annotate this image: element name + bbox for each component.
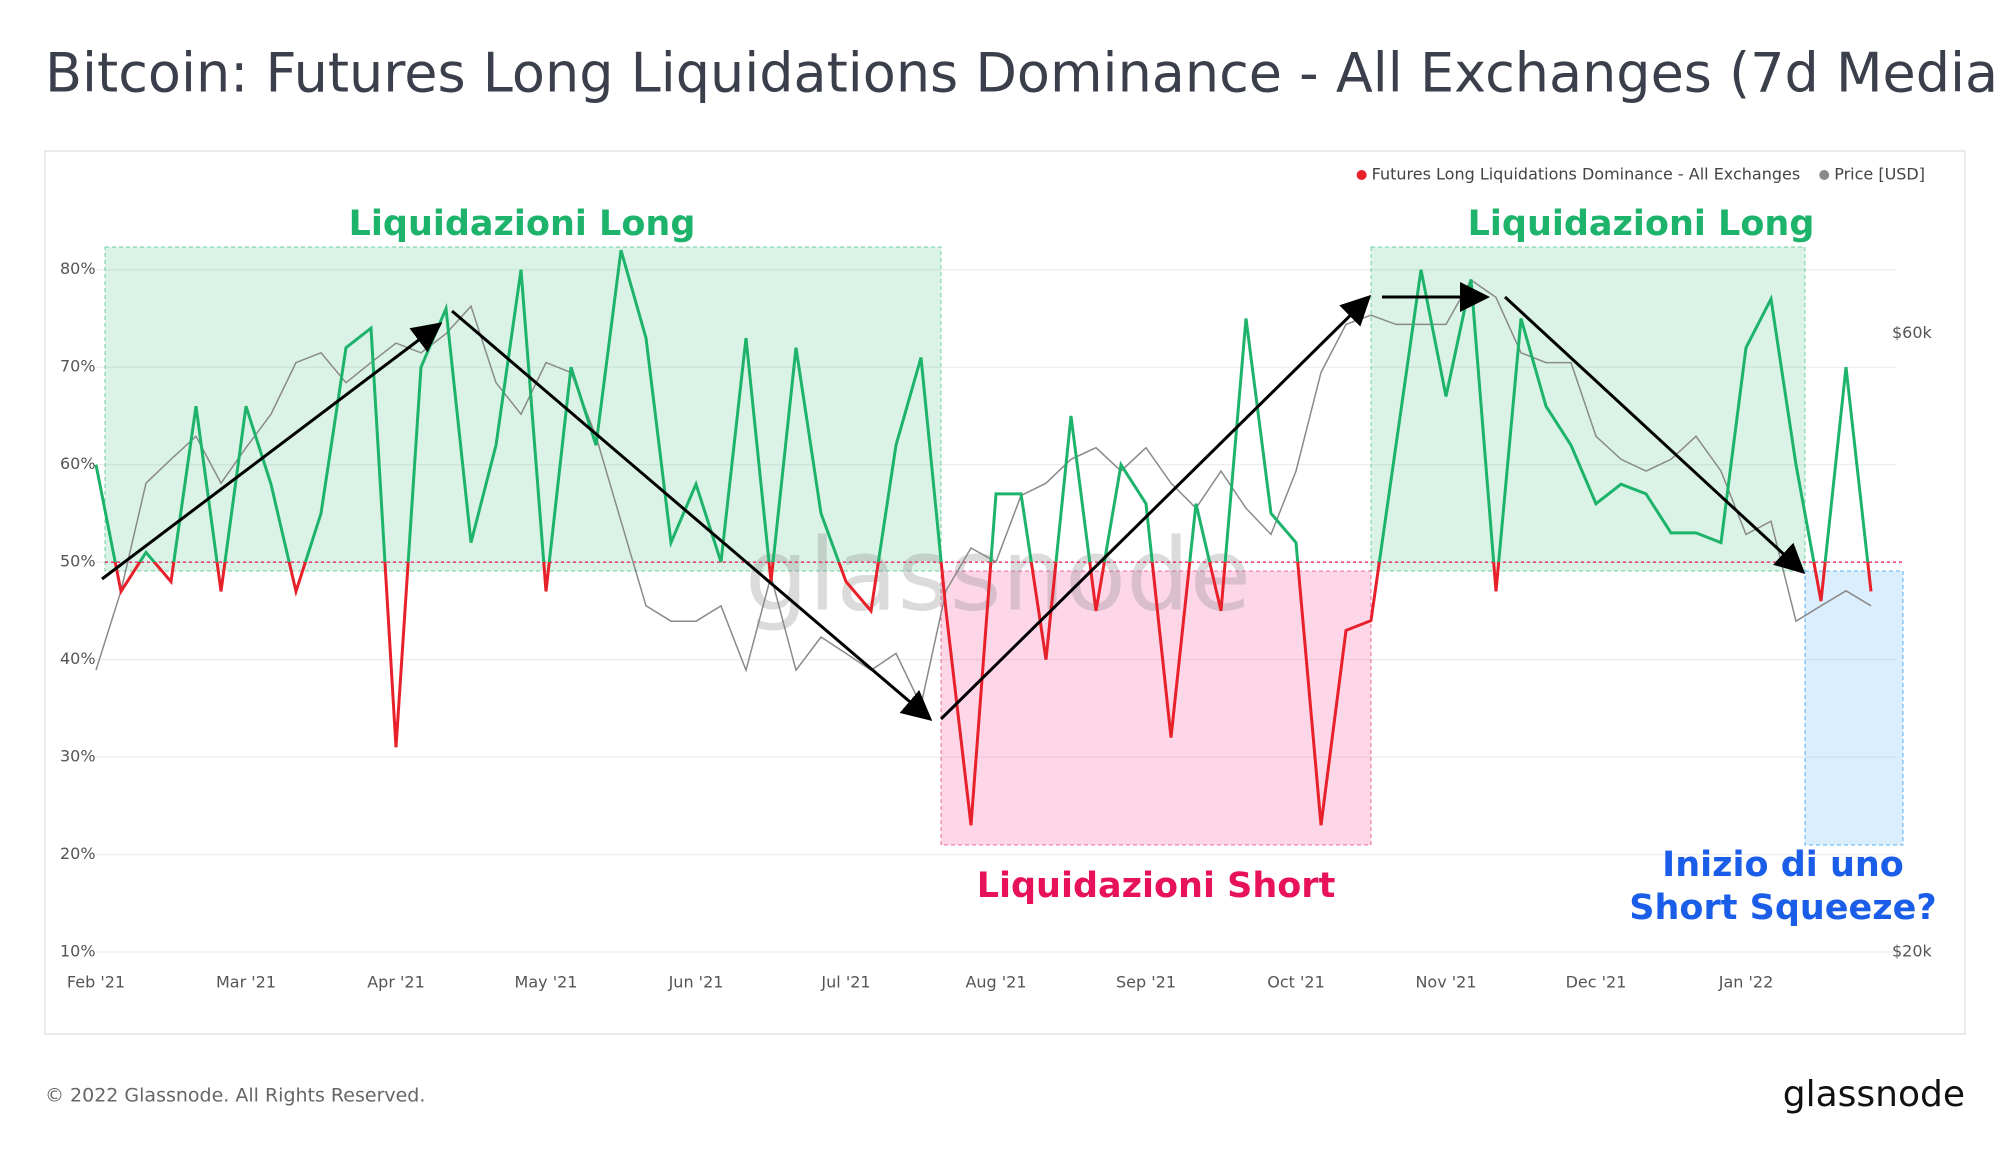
y-tick-label: 30% <box>60 747 96 766</box>
y-tick-label: 20% <box>60 844 96 863</box>
legend-marker <box>1819 170 1830 180</box>
x-tick-label: Mar '21 <box>216 973 276 992</box>
chart-frame <box>44 150 1966 1035</box>
x-tick-label: Dec '21 <box>1566 973 1627 992</box>
x-tick-label: Apr '21 <box>367 973 425 992</box>
x-tick-label: May '21 <box>515 973 578 992</box>
arrow <box>101 322 443 581</box>
x-tick-label: Nov '21 <box>1415 973 1476 992</box>
arrow <box>939 294 1372 721</box>
arrow <box>451 309 933 721</box>
y-tick-label: 10% <box>60 942 96 961</box>
annotation: Liquidazioni Long <box>349 204 696 244</box>
y2-tick-label: $20k <box>1892 942 1933 961</box>
y-tick-label: 60% <box>60 454 96 473</box>
legend-marker <box>1356 170 1367 180</box>
series-line-above <box>94 249 1870 563</box>
annotation: Liquidazioni Short <box>977 866 1336 906</box>
arrow <box>1503 295 1806 575</box>
annotation: Short Squeeze? <box>1629 888 1936 928</box>
logo: glassnode <box>1783 1074 1965 1115</box>
x-tick-label: Sep '21 <box>1116 973 1176 992</box>
long-zone <box>1370 246 1806 572</box>
series-line-below <box>113 562 1873 826</box>
short-zone <box>940 570 1372 846</box>
series-line <box>95 278 1872 708</box>
watermark: glassnode <box>745 516 1251 633</box>
x-tick-label: Oct '21 <box>1267 973 1325 992</box>
x-tick-label: Jul '21 <box>820 973 870 992</box>
copyright: © 2022 Glassnode. All Rights Reserved. <box>45 1085 425 1107</box>
x-tick-label: Jun '21 <box>668 973 724 992</box>
y-tick-label: 80% <box>60 259 96 278</box>
legend-label: Futures Long Liquidations Dominance - Al… <box>1372 165 1801 184</box>
trend-arrows <box>101 282 1806 721</box>
x-tick-label: Jan '22 <box>1718 973 1774 992</box>
y-tick-label: 50% <box>60 552 96 571</box>
legend-label: Price [USD] <box>1834 165 1925 184</box>
annotation: Inizio di uno <box>1662 845 1904 885</box>
chart-title: Bitcoin: Futures Long Liquidations Domin… <box>45 42 2000 105</box>
y-tick-label: 40% <box>60 649 96 668</box>
y2-tick-label: $60k <box>1892 323 1933 342</box>
x-tick-label: Feb '21 <box>67 973 125 992</box>
annotation: Liquidazioni Long <box>1468 204 1815 244</box>
squeeze-zone <box>1804 570 1904 846</box>
x-tick-label: Aug '21 <box>965 973 1026 992</box>
y-tick-label: 70% <box>60 357 96 376</box>
